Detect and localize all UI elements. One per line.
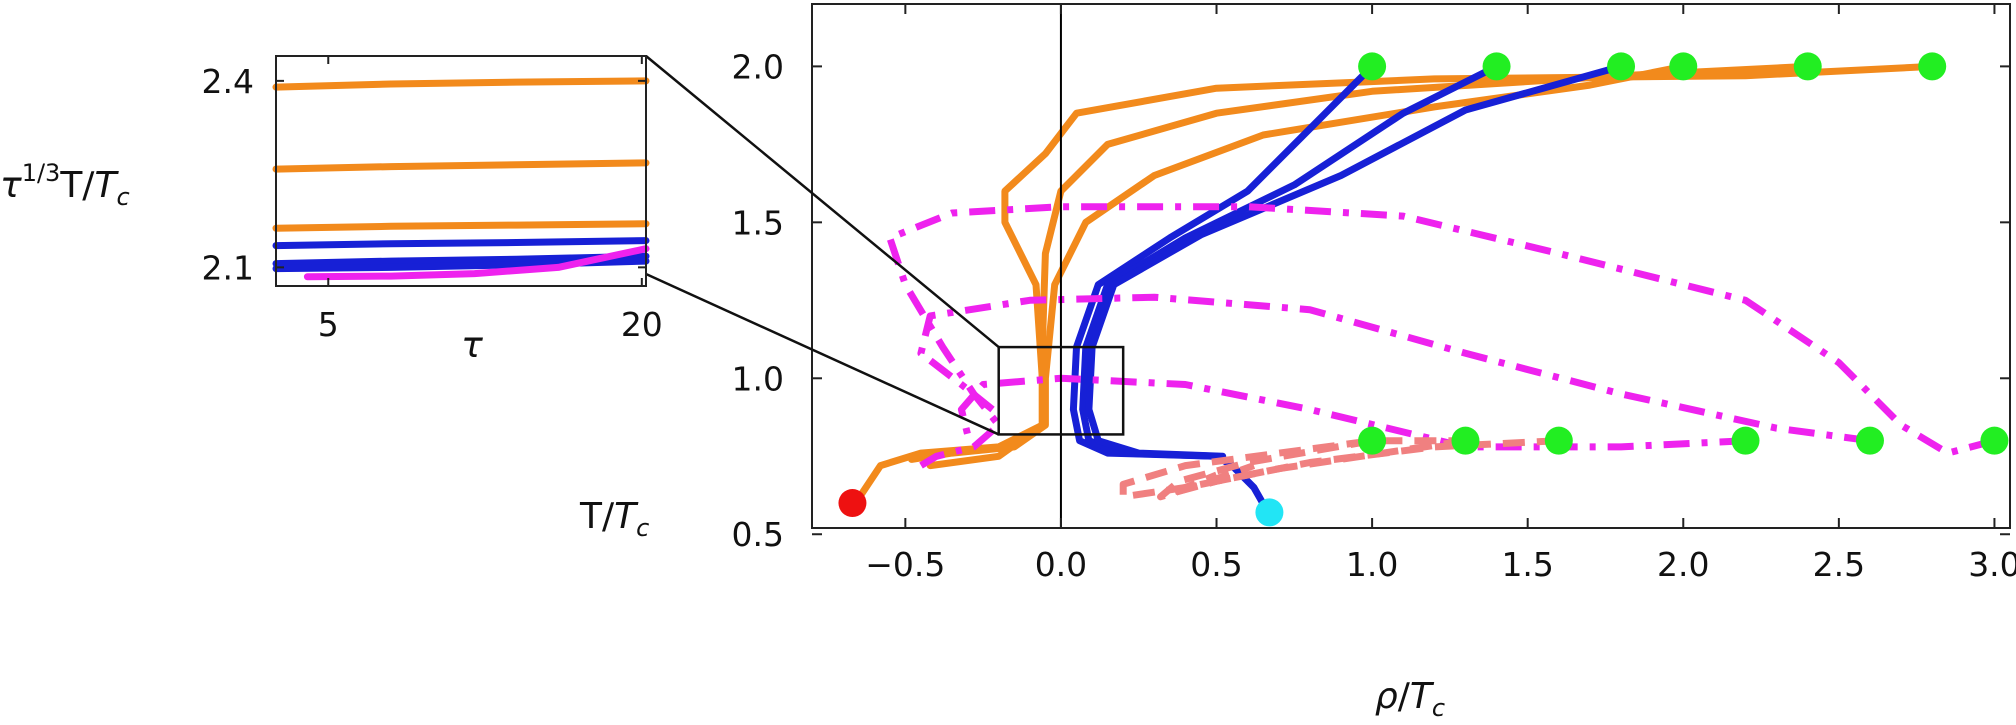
zoom-connector-line — [645, 272, 1000, 436]
main-x-axis-label: ρ/Tc — [1375, 676, 1445, 721]
series-orange-solid-line — [908, 62, 1687, 463]
series-salmon-dashed-line — [1166, 437, 1467, 498]
y-tick-label: 1.5 — [732, 203, 784, 242]
green-marker — [1451, 426, 1480, 455]
cyan-marker — [1255, 498, 1284, 527]
x-tick-label: 0.5 — [1190, 545, 1242, 584]
green-marker — [1358, 426, 1387, 455]
series-orange-solid-line — [272, 220, 650, 232]
x-tick-label: 1.5 — [1501, 545, 1553, 584]
x-tick-label: 2.5 — [1813, 545, 1865, 584]
green-marker — [1731, 426, 1760, 455]
series-magenta-dashdot-line — [886, 203, 1996, 469]
series-blue-solid-line — [1079, 62, 1501, 460]
green-marker — [1980, 426, 2009, 455]
x-tick-label: 2.0 — [1657, 545, 1709, 584]
plot-frame-0 — [811, 3, 2011, 529]
y-tick-label: 1.0 — [732, 359, 784, 398]
x-tick-label: 1.0 — [1346, 545, 1398, 584]
x-tick-label: 5 — [318, 305, 339, 344]
zoom-connector-line — [645, 55, 1000, 349]
x-tick-label: −0.5 — [865, 545, 945, 584]
y-tick-label: 2.4 — [202, 62, 254, 101]
plot-frame-1 — [275, 55, 647, 287]
series-blue-solid-line — [272, 252, 650, 268]
zoom-region-box — [997, 345, 1125, 436]
green-marker — [1358, 52, 1387, 81]
green-marker — [1482, 52, 1511, 81]
inset-plot: 5 20 2.1 2.4 — [202, 55, 663, 344]
main-plot: −0.5 0.0 0.5 1.0 1.5 2.0 2.5 3.0 0.5 1.0 1.5 2.0 — [645, 3, 2016, 584]
main-y-axis-label: T/Tc — [579, 496, 649, 542]
green-marker — [1918, 52, 1947, 81]
x-tick-label: 0.0 — [1035, 545, 1087, 584]
series-blue-solid-line — [1069, 62, 1376, 513]
x-tick-label: 20 — [621, 305, 663, 344]
series-orange-solid-line — [272, 77, 650, 91]
green-marker — [1855, 426, 1884, 455]
series-orange-solid-line — [272, 159, 650, 173]
series-blue-solid-line — [1085, 62, 1625, 460]
red-marker — [838, 489, 867, 518]
y-tick-label: 0.5 — [732, 515, 784, 554]
y-tick-label: 2.1 — [202, 248, 254, 287]
series-blue-solid-line — [272, 237, 650, 250]
green-marker — [1793, 52, 1822, 81]
green-marker — [1544, 426, 1573, 455]
green-marker — [1607, 52, 1636, 81]
inset-x-axis-label: τ — [461, 325, 483, 366]
green-marker — [1669, 52, 1698, 81]
series-magenta-solid-line — [303, 245, 650, 281]
series-magenta-dashdot-line — [917, 293, 1871, 445]
inset-y-axis-label: τ1/3T/Tc — [0, 159, 130, 211]
y-tick-label: 2.0 — [732, 47, 784, 86]
x-tick-label: 3.0 — [1968, 545, 2016, 584]
